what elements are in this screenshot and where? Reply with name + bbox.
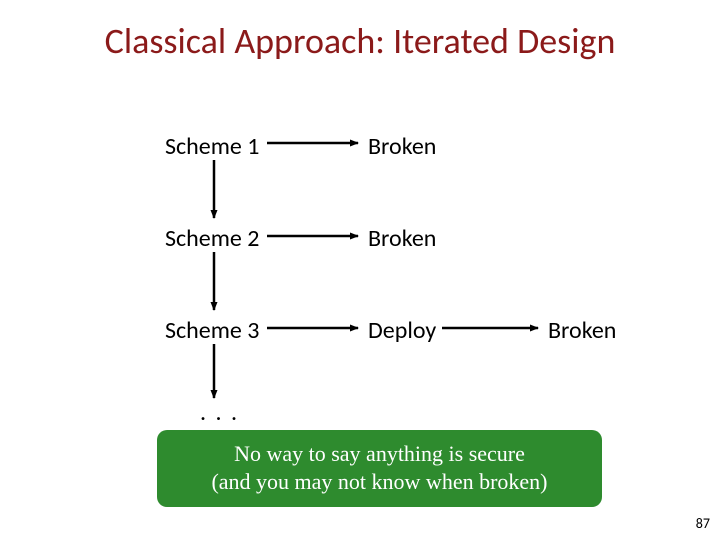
callout-box: No way to say anything is secure (and yo… (157, 430, 602, 507)
page-number: 87 (696, 515, 710, 532)
callout-line-1: No way to say anything is secure (177, 440, 582, 468)
callout-line-2: (and you may not know when broken) (177, 468, 582, 496)
